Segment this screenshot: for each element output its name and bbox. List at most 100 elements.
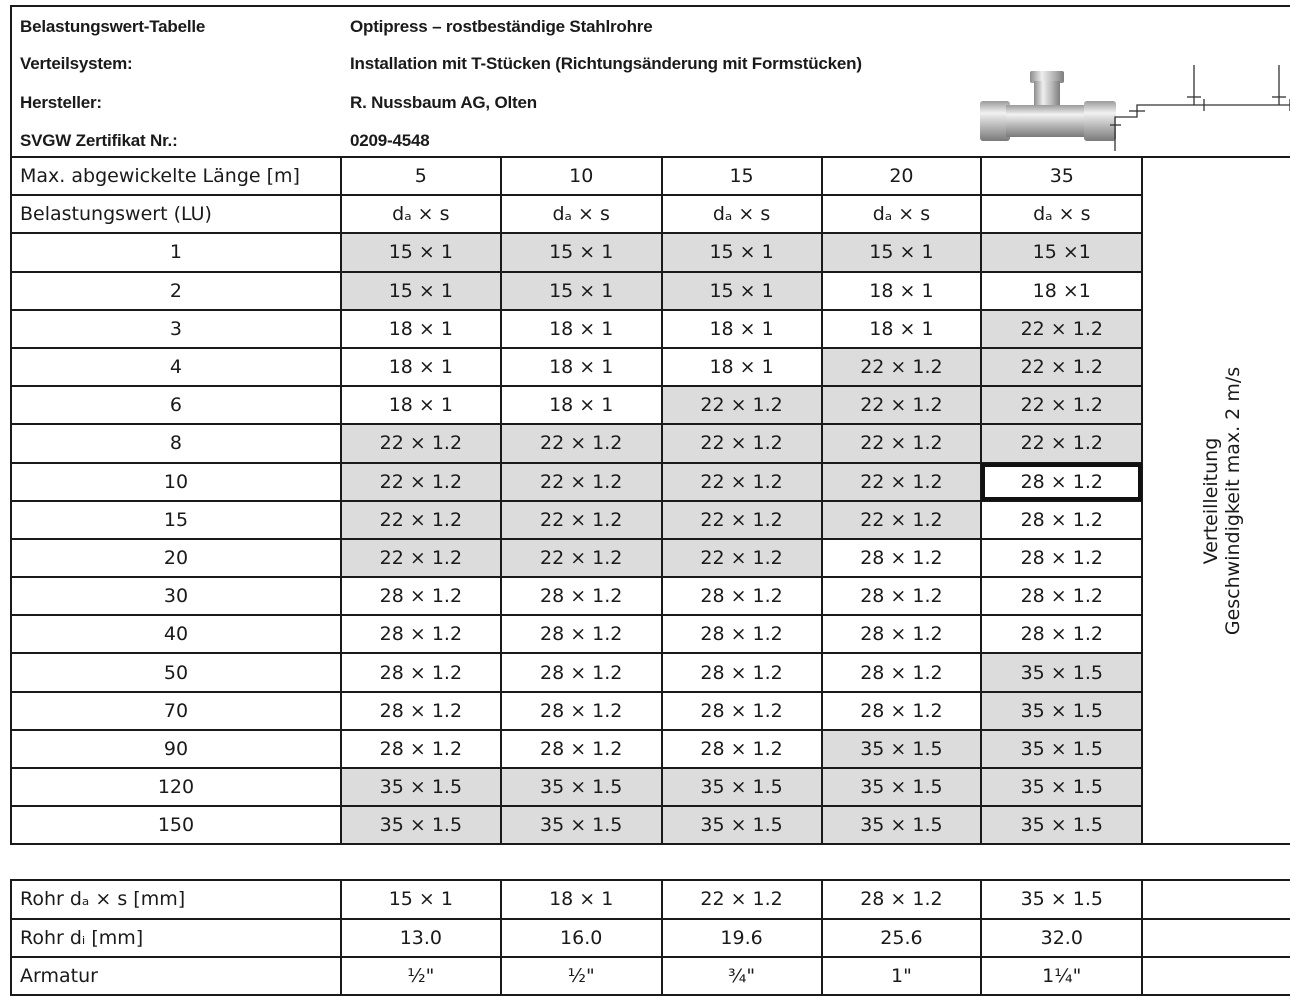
footer-blank <box>1141 955 1290 996</box>
header-label: Verteilsystem: <box>20 54 133 73</box>
pipe-size-cell: 18 × 1 <box>499 346 663 388</box>
load-value: 2 <box>10 270 342 311</box>
pipe-size-cell: 28 × 1.2 <box>499 576 663 617</box>
pipe-size-cell: 28 × 1.2 <box>499 614 663 655</box>
table-row: 3 18 × 1 18 × 1 18 × 1 18 × 1 22 × 1.2 <box>10 308 1290 349</box>
table-row: 40 28 × 1.2 28 × 1.2 28 × 1.2 28 × 1.2 28 × 1… <box>10 614 1290 655</box>
footer-value: 35 × 1.5 <box>980 879 1144 920</box>
length-value: 35 <box>980 155 1144 197</box>
velocity-note-cell: Verteilleitung Geschwindigkeit max. 2 m/s <box>1141 155 1290 846</box>
length-value: 20 <box>820 155 983 197</box>
footer-row: Rohr dₐ × s [mm] 15 × 1 18 × 1 22 × 1.2 28 ×… <box>10 879 1290 920</box>
pipe-size-cell: 22 × 1.2 <box>980 423 1144 464</box>
pipe-size-cell: 28 × 1.2 <box>980 537 1144 579</box>
load-value: 120 <box>10 766 342 808</box>
pipe-size-cell: 35 × 1.5 <box>980 690 1144 731</box>
pipe-size-cell: 22 × 1.2 <box>499 461 663 502</box>
load-value-table: Max. abgewickelte Länge [m] 5 10 15 20 35 Vert… <box>10 155 1290 996</box>
pipe-size-cell: 22 × 1.2 <box>499 537 663 579</box>
pipe-size-cell: 15 × 1 <box>660 270 823 311</box>
pipe-size-cell: 22 × 1.2 <box>339 461 502 502</box>
pipe-size-cell: 35 × 1.5 <box>980 805 1144 846</box>
dimension-header: dₐ × s <box>499 194 663 235</box>
length-value: 10 <box>499 155 663 197</box>
pipe-size-cell: 35 × 1.5 <box>339 766 502 808</box>
pipe-size-cell: 18 × 1 <box>499 308 663 349</box>
table-row: 15 22 × 1.2 22 × 1.2 22 × 1.2 22 × 1.2 28 × 1… <box>10 499 1290 540</box>
table-row: 120 35 × 1.5 35 × 1.5 35 × 1.5 35 × 1.5 35 × … <box>10 766 1290 808</box>
pipe-size-cell: 18 × 1 <box>660 308 823 349</box>
pipe-size-cell: 15 × 1 <box>339 270 502 311</box>
header-value: 0209-4548 <box>350 131 430 150</box>
table-row: 50 28 × 1.2 28 × 1.2 28 × 1.2 28 × 1.2 35 × 1… <box>10 652 1290 693</box>
table-row: 70 28 × 1.2 28 × 1.2 28 × 1.2 28 × 1.2 35 × 1… <box>10 690 1290 731</box>
pipe-size-cell: 22 × 1.2 <box>980 308 1144 349</box>
pipe-size-cell: 22 × 1.2 <box>820 499 983 540</box>
load-value: 50 <box>10 652 342 693</box>
length-header-row: Max. abgewickelte Länge [m] 5 10 15 20 35 Vert… <box>10 155 1290 846</box>
footer-value: 15 × 1 <box>339 879 502 920</box>
load-value: 1 <box>10 232 342 273</box>
pipe-size-cell: 35 × 1.5 <box>980 766 1144 808</box>
header-value: Optipress – rostbeständige Stahlrohre <box>350 17 653 36</box>
header-value: Installation mit T-Stücken (Richtungsänd… <box>350 54 862 73</box>
footer-label: Armatur <box>10 955 342 996</box>
footer-value: ¾" <box>660 955 823 996</box>
footer-blank <box>1141 917 1290 958</box>
pipe-size-cell: 35 × 1.5 <box>980 652 1144 693</box>
footer-label: Rohr dᵢ [mm] <box>10 917 342 958</box>
pipe-size-cell: 18 × 1 <box>820 308 983 349</box>
load-value: 20 <box>10 537 342 579</box>
pipe-size-cell: 35 × 1.5 <box>980 728 1144 770</box>
header-value: R. Nussbaum AG, Olten <box>350 93 537 112</box>
footer-row: Armatur ½" ½" ¾" 1" 1¼" <box>10 955 1290 996</box>
table-row: 20 22 × 1.2 22 × 1.2 22 × 1.2 28 × 1.2 28 × 1… <box>10 537 1290 579</box>
load-value: 90 <box>10 728 342 770</box>
footer-value: 18 × 1 <box>499 879 663 920</box>
pipe-size-cell: 28 × 1.2 <box>980 499 1144 540</box>
pipe-size-cell: 28 × 1.2 <box>660 690 823 731</box>
pipe-size-cell: 35 × 1.5 <box>820 728 983 770</box>
pipe-size-cell: 22 × 1.2 <box>499 423 663 464</box>
load-value: 15 <box>10 499 342 540</box>
pipe-routing-diagram <box>1110 65 1290 151</box>
load-value: 10 <box>10 461 342 502</box>
footer-value: 32.0 <box>980 917 1144 958</box>
load-value: 6 <box>10 385 342 426</box>
pipe-size-cell: 15 × 1 <box>499 270 663 311</box>
pipe-size-cell: 35 × 1.5 <box>660 766 823 808</box>
load-value: 8 <box>10 423 342 464</box>
pipe-size-cell: 28 × 1.2 <box>499 690 663 731</box>
header-label: Hersteller: <box>20 93 102 112</box>
footer-value: ½" <box>499 955 663 996</box>
pipe-size-cell: 18 × 1 <box>339 308 502 349</box>
pipe-size-cell: 18 × 1 <box>820 270 983 311</box>
lu-header-row: Belastungswert (LU) dₐ × s dₐ × s dₐ × s dₐ … <box>10 194 1290 235</box>
table-row: 8 22 × 1.2 22 × 1.2 22 × 1.2 22 × 1.2 22 × 1.… <box>10 423 1290 464</box>
table-row: 6 18 × 1 18 × 1 22 × 1.2 22 × 1.2 22 × 1.2 <box>10 385 1290 426</box>
load-value: 70 <box>10 690 342 731</box>
pipe-size-cell: 28 × 1.2 <box>339 690 502 731</box>
pipe-size-cell: 22 × 1.2 <box>339 537 502 579</box>
pipe-size-cell: 15 ×1 <box>980 232 1144 273</box>
header-label: Belastungswert-Tabelle <box>20 17 206 36</box>
pipe-size-cell: 22 × 1.2 <box>980 346 1144 388</box>
pipe-size-cell: 28 × 1.2 <box>820 652 983 693</box>
pipe-size-cell: 28 × 1.2 <box>660 576 823 617</box>
footer-value: 22 × 1.2 <box>660 879 823 920</box>
pipe-size-cell: 28 × 1.2 <box>660 728 823 770</box>
length-value: 5 <box>339 155 502 197</box>
pipe-size-cell: 35 × 1.5 <box>499 805 663 846</box>
table-row: 90 28 × 1.2 28 × 1.2 28 × 1.2 35 × 1.5 35 × 1… <box>10 728 1290 770</box>
footer-value: 13.0 <box>339 917 502 958</box>
header-label: SVGW Zertifikat Nr.: <box>20 131 178 150</box>
dimension-header: dₐ × s <box>339 194 502 235</box>
load-value: 3 <box>10 308 342 349</box>
pipe-size-cell: 35 × 1.5 <box>339 805 502 846</box>
pipe-size-cell: 18 × 1 <box>339 385 502 426</box>
pipe-size-cell: 35 × 1.5 <box>820 805 983 846</box>
pipe-size-cell: 18 × 1 <box>339 346 502 388</box>
length-label: Max. abgewickelte Länge [m] <box>10 155 342 197</box>
pipe-size-cell: 28 × 1.2 <box>820 614 983 655</box>
pipe-size-cell: 22 × 1.2 <box>660 461 823 502</box>
